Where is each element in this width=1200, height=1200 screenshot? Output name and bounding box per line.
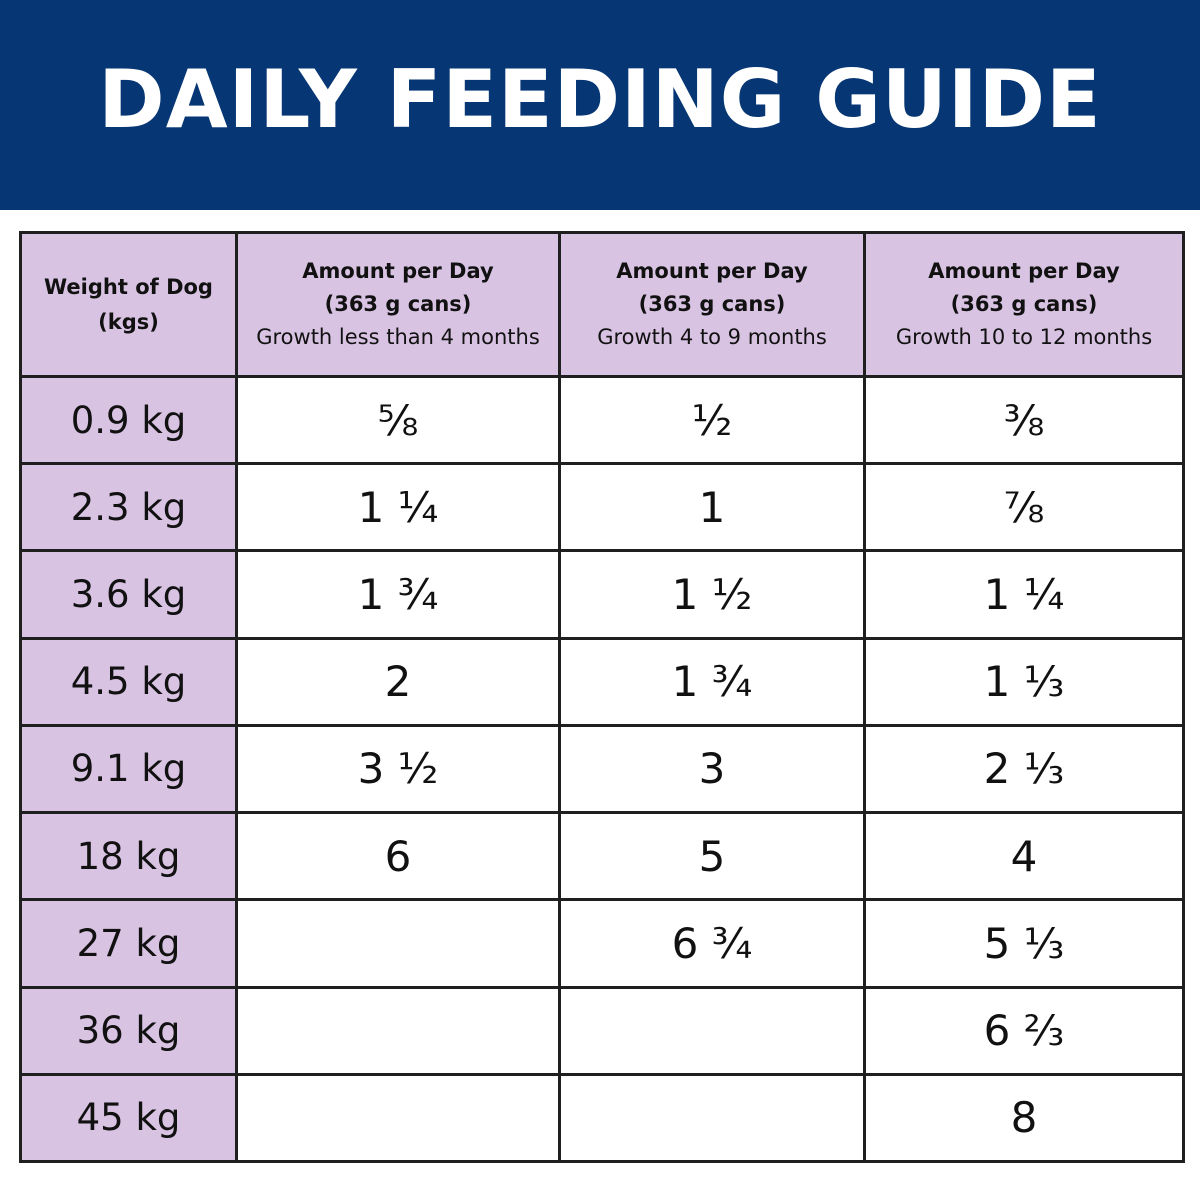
header-weight: Weight of Dog (kgs) [19, 231, 238, 378]
table-row: 2.3 kg 1 ¼ 1 ⅞ [19, 462, 1185, 553]
table-row: 36 kg 6 ⅔ [19, 985, 1185, 1076]
amount-cell [235, 985, 561, 1076]
amount-cell: 4 [863, 811, 1185, 902]
header-weight-line1: Weight of Dog [44, 274, 213, 299]
amount-cell: 5 ⅓ [863, 898, 1185, 989]
weight-cell: 3.6 kg [19, 549, 238, 640]
header-growth-10-to-12: Amount per Day (363 g cans) Growth 10 to… [863, 231, 1185, 378]
feeding-guide-table: Weight of Dog (kgs) Amount per Day (363 … [19, 231, 1185, 1164]
header-growth-under-4: Amount per Day (363 g cans) Growth less … [235, 231, 561, 378]
header-can-size: (363 g cans) [638, 292, 786, 316]
table-row: 4.5 kg 2 1 ¾ 1 ⅓ [19, 636, 1185, 727]
amount-cell [558, 985, 866, 1076]
weight-cell: 4.5 kg [19, 636, 238, 727]
amount-cell: 8 [863, 1072, 1185, 1164]
amount-cell: 1 ¼ [863, 549, 1185, 640]
amount-cell: 1 ¼ [235, 462, 561, 553]
header-growth-stage: Growth 4 to 9 months [597, 325, 827, 349]
table-row: 9.1 kg 3 ½ 3 2 ⅓ [19, 723, 1185, 815]
header-can-size: (363 g cans) [950, 292, 1098, 316]
weight-cell: 9.1 kg [19, 723, 238, 815]
amount-cell: 1 [558, 462, 866, 553]
header-row: Weight of Dog (kgs) Amount per Day (363 … [19, 231, 1185, 378]
weight-cell: 36 kg [19, 985, 238, 1076]
header-weight-line2: (kgs) [98, 309, 159, 334]
table-row: 3.6 kg 1 ¾ 1 ½ 1 ¼ [19, 549, 1185, 640]
weight-cell: 45 kg [19, 1072, 238, 1164]
amount-cell: 6 ¾ [558, 898, 866, 989]
weight-cell: 0.9 kg [19, 374, 238, 466]
amount-cell: 1 ⅓ [863, 636, 1185, 727]
amount-cell: 5 [558, 811, 866, 902]
header-growth-4-to-9: Amount per Day (363 g cans) Growth 4 to … [558, 231, 866, 378]
header-growth-stage: Growth 10 to 12 months [895, 325, 1153, 349]
amount-cell [558, 1072, 866, 1164]
amount-cell: ⅝ [235, 374, 561, 466]
weight-cell: 2.3 kg [19, 462, 238, 553]
amount-cell: ½ [558, 374, 866, 466]
header-can-size: (363 g cans) [324, 292, 472, 316]
amount-cell: 3 [558, 723, 866, 815]
title-banner: DAILY FEEDING GUIDE [0, 0, 1200, 210]
table-row: 18 kg 6 5 4 [19, 811, 1185, 902]
amount-cell: 1 ¾ [235, 549, 561, 640]
amount-cell: 6 ⅔ [863, 985, 1185, 1076]
header-growth-stage: Growth less than 4 months [256, 325, 540, 349]
amount-cell [235, 898, 561, 989]
amount-cell: 2 [235, 636, 561, 727]
header-amount-label: Amount per Day [302, 259, 494, 283]
weight-cell: 27 kg [19, 898, 238, 989]
amount-cell: ⅜ [863, 374, 1185, 466]
amount-cell: 2 ⅓ [863, 723, 1185, 815]
amount-cell [235, 1072, 561, 1164]
page-title: DAILY FEEDING GUIDE [98, 52, 1102, 146]
amount-cell: 1 ½ [558, 549, 866, 640]
header-amount-label: Amount per Day [928, 259, 1120, 283]
table-row: 0.9 kg ⅝ ½ ⅜ [19, 374, 1185, 466]
weight-cell: 18 kg [19, 811, 238, 902]
table-row: 27 kg 6 ¾ 5 ⅓ [19, 898, 1185, 989]
table-row: 45 kg 8 [19, 1072, 1185, 1164]
amount-cell: 3 ½ [235, 723, 561, 815]
amount-cell: 6 [235, 811, 561, 902]
amount-cell: ⅞ [863, 462, 1185, 553]
header-amount-label: Amount per Day [616, 259, 808, 283]
amount-cell: 1 ¾ [558, 636, 866, 727]
